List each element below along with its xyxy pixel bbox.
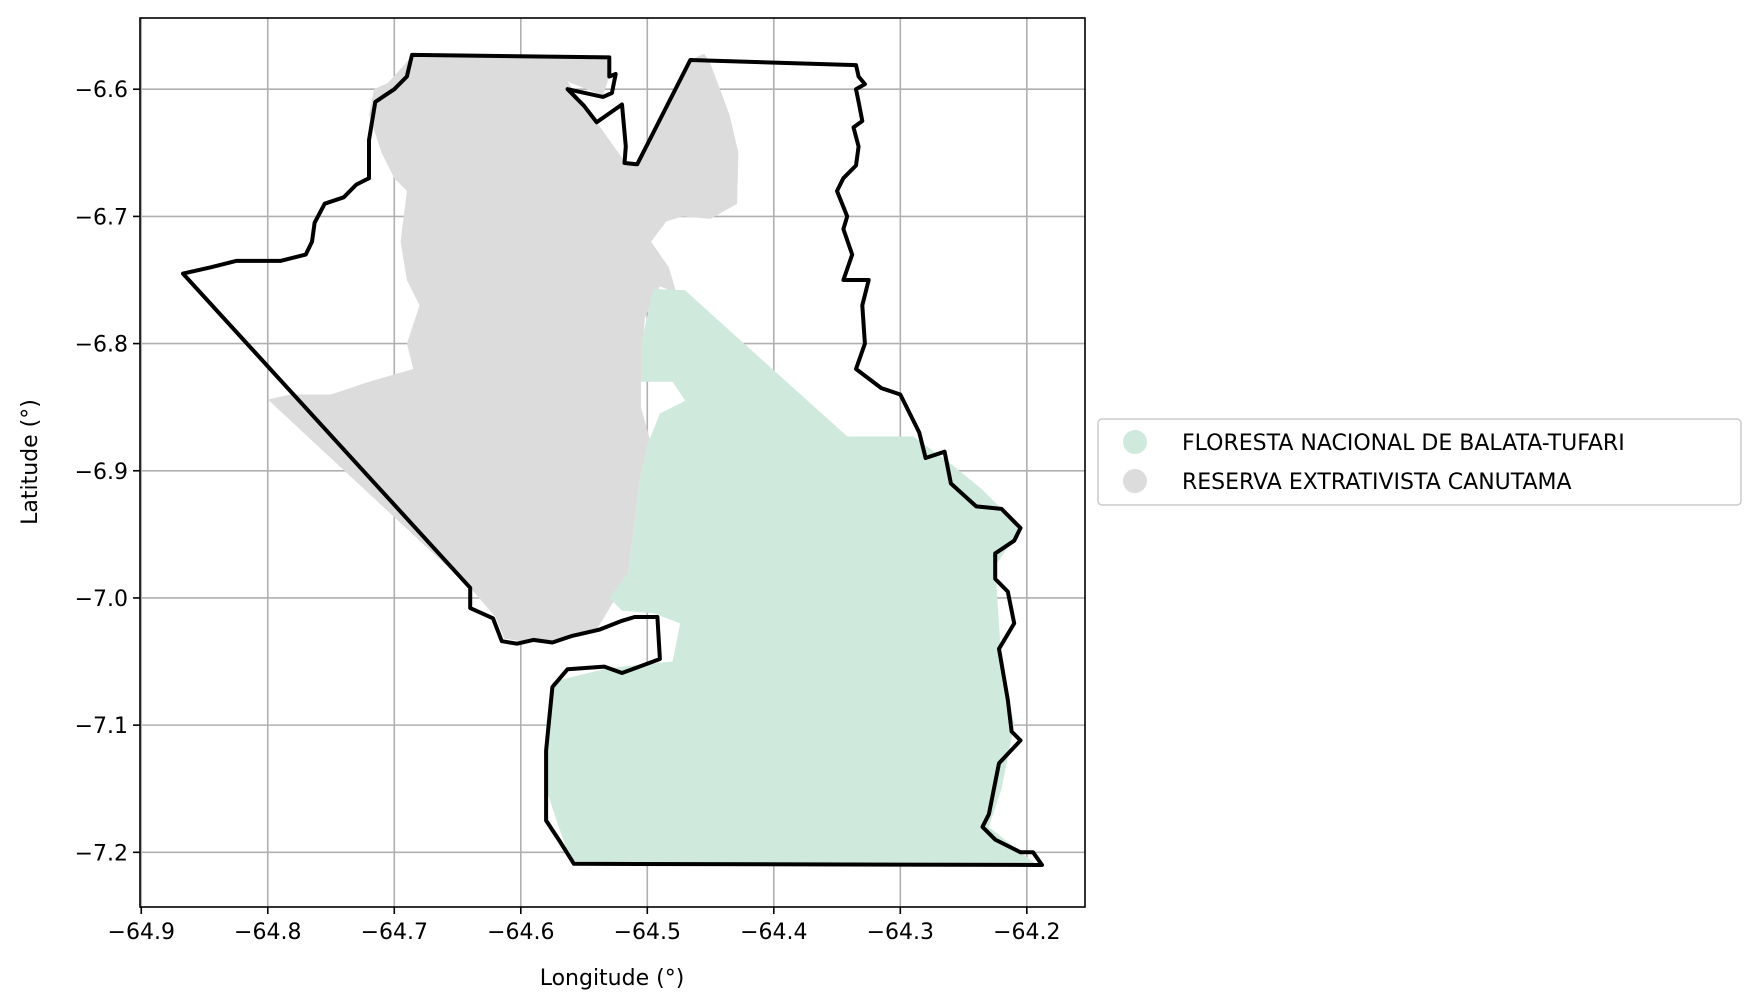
region-floresta-balata-tufari (546, 288, 1037, 865)
y-axis-ticks: −6.6 −6.7 −6.8 −6.9 −7.0 −7.1 −7.2 (75, 78, 140, 866)
plot-frame (139, 17, 1086, 908)
legend-marker-floresta (1123, 430, 1147, 454)
y-axis-title: Latitude (°) (18, 399, 43, 525)
x-tick-label-1: −64.8 (234, 920, 301, 945)
x-tick-label-5: −64.4 (740, 920, 807, 945)
y-tick-label-0: −6.6 (75, 78, 128, 103)
x-axis-title: Longitude (°) (540, 966, 685, 991)
x-tick-label-2: −64.7 (361, 920, 428, 945)
x-tick-label-4: −64.5 (614, 920, 681, 945)
legend-label-reserva: RESERVA EXTRATIVISTA CANUTAMA (1182, 470, 1572, 495)
y-tick-label-2: −6.8 (75, 333, 128, 358)
y-tick-label-5: −7.1 (75, 714, 128, 739)
y-tick-label-6: −7.2 (75, 841, 128, 866)
x-tick-label-3: −64.6 (487, 920, 554, 945)
plot-area (139, 17, 1086, 908)
x-tick-label-7: −64.2 (993, 920, 1060, 945)
legend-frame (1097, 418, 1742, 506)
y-tick-label-1: −6.7 (75, 205, 128, 230)
boundary-outline-path (181, 52, 1044, 867)
x-tick-label-6: −64.3 (867, 920, 934, 945)
legend-label-floresta: FLORESTA NACIONAL DE BALATA-TUFARI (1182, 431, 1625, 456)
legend-marker-reserva (1123, 469, 1147, 493)
boundary-outline (181, 52, 1044, 867)
legend: FLORESTA NACIONAL DE BALATA-TUFARI RESER… (1097, 418, 1742, 506)
x-tick-label-0: −64.9 (108, 920, 175, 945)
y-tick-label-3: −6.9 (75, 460, 128, 485)
x-axis-ticks: −64.9 −64.8 −64.7 −64.6 −64.5 −64.4 −64.3 −64.2 (108, 907, 1061, 945)
y-tick-label-4: −7.0 (75, 587, 128, 612)
